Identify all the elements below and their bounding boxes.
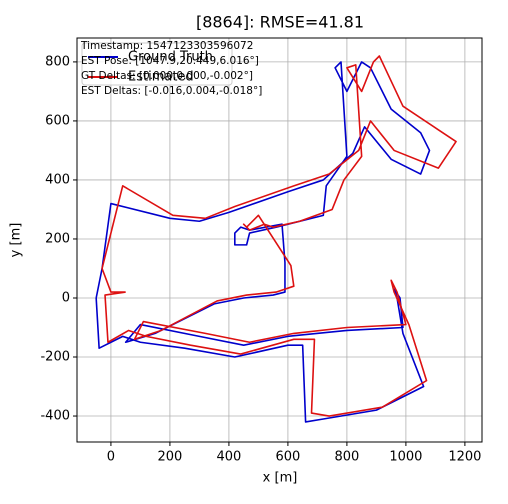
y-tick-label: 400 [45, 172, 70, 187]
annotation: EST Pose: [1047.9,20.449,6.016°] [81, 55, 259, 67]
legend-box [81, 42, 233, 86]
legend-label: Estimated [128, 70, 194, 85]
x-tick-label: 1200 [448, 450, 481, 465]
annotation: GT Deltas: [0.000,0.000,-0.002°] [81, 70, 253, 82]
annotation: Timestamp: 1547123303596072 [80, 40, 253, 52]
trajectory [95, 61, 431, 423]
y-tick-label: 600 [45, 113, 70, 128]
annotation: EST Deltas: [-0.016,0.004,-0.018°] [81, 85, 262, 97]
y-tick-label: 0 [62, 290, 70, 305]
x-tick-label: 0 [107, 450, 115, 465]
x-axis-label: x [m] [263, 471, 298, 486]
x-tick-label: 600 [275, 450, 300, 465]
y-axis-label: y [m] [9, 223, 24, 258]
y-tick-label: -400 [40, 409, 70, 424]
legend-label: Ground Truth [128, 50, 213, 65]
y-tick-label: 200 [45, 231, 70, 246]
x-tick-label: 400 [216, 450, 241, 465]
trajectory [101, 55, 457, 417]
x-tick-label: 200 [158, 450, 183, 465]
chart-title: [8864]: RMSE=41.81 [196, 13, 364, 32]
y-tick-label: 800 [45, 54, 70, 69]
y-tick-label: -200 [40, 350, 70, 365]
plot-frame [76, 37, 483, 443]
x-tick-label: 800 [334, 450, 359, 465]
x-tick-label: 1000 [389, 450, 422, 465]
